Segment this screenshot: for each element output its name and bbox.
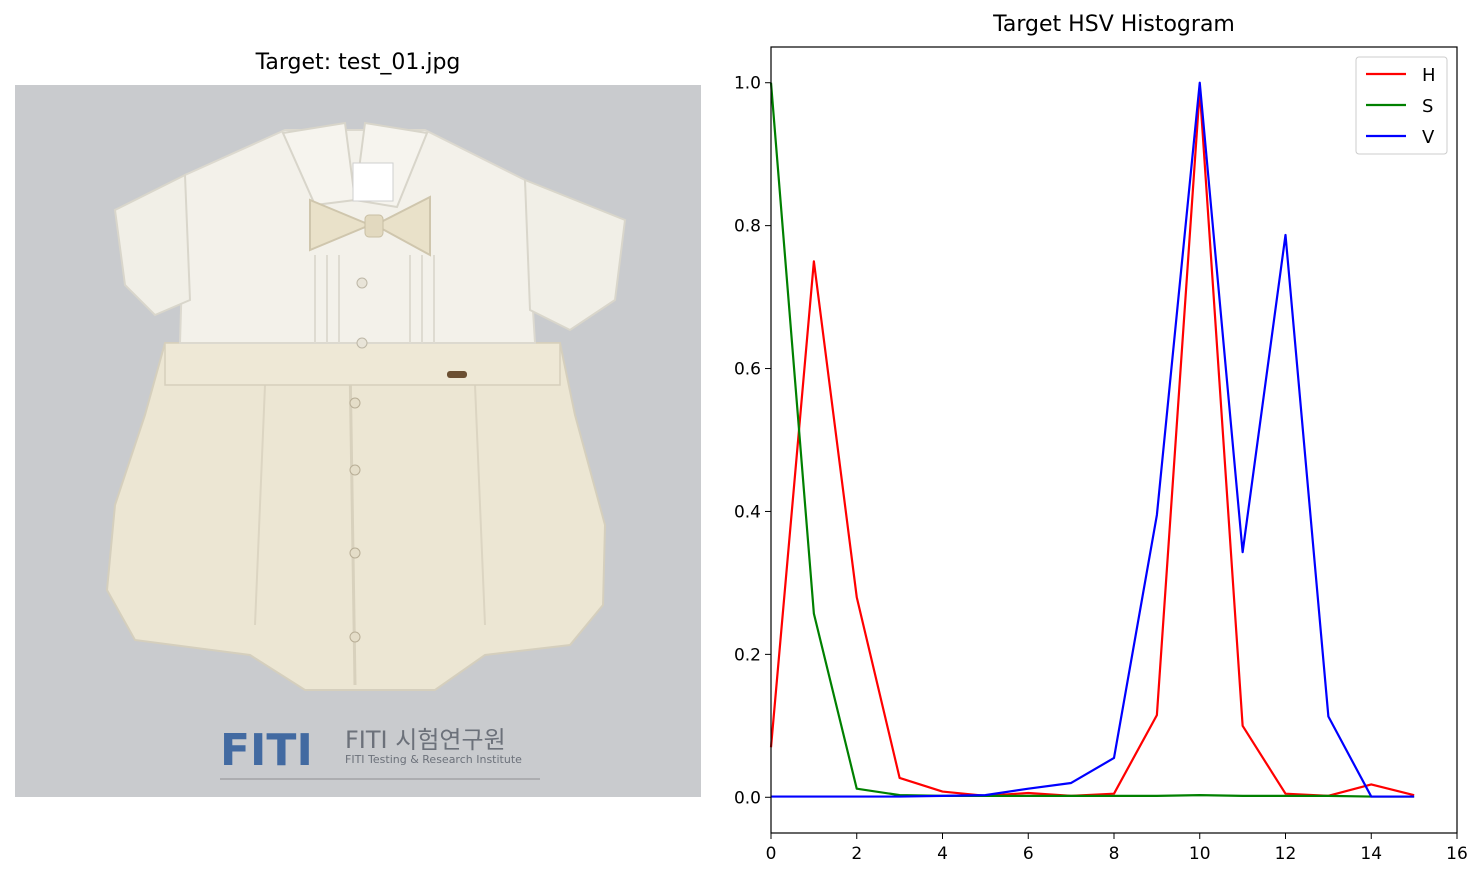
legend-label-H: H [1422, 65, 1436, 86]
x-tick-label: 14 [1360, 844, 1382, 864]
svg-text:FITI Testing & Research Instit: FITI Testing & Research Institute [345, 753, 522, 766]
svg-text:FITI: FITI [220, 725, 313, 776]
image-title: Target: test_01.jpg [255, 50, 461, 75]
x-tick-label: 0 [766, 844, 777, 864]
y-tick-label: 0.8 [734, 217, 761, 237]
x-tick-label: 2 [851, 844, 862, 864]
x-tick-label: 6 [1023, 844, 1034, 864]
fiti-watermark: FITI FITI 시험연구원 FITI Testing & Research … [220, 725, 540, 780]
series-line-V [771, 81, 1415, 798]
y-tick-label: 0.2 [734, 645, 761, 665]
chart-title: Target HSV Histogram [993, 12, 1235, 37]
legend-label-S: S [1422, 96, 1433, 117]
y-tick-label: 0.6 [734, 360, 761, 380]
x-tick-label: 4 [937, 844, 948, 864]
svg-text:FITI 시험연구원: FITI 시험연구원 [345, 726, 506, 754]
series-line-S [769, 82, 1415, 798]
y-tick-label: 1.0 [734, 74, 761, 94]
x-tick-label: 12 [1275, 844, 1297, 864]
x-tick-label: 16 [1446, 844, 1468, 864]
garment-photo: FITI FITI 시험연구원 FITI Testing & Research … [15, 85, 701, 797]
y-tick-label: 0.4 [734, 502, 761, 522]
plot-frame [770, 46, 1458, 834]
x-tick-label: 10 [1189, 844, 1211, 864]
series-line-H [769, 88, 1415, 797]
y-tick-label: 0.0 [734, 788, 761, 808]
x-tick-label: 8 [1109, 844, 1120, 864]
legend-label-V: V [1422, 127, 1435, 148]
garment-photo-drawing: FITI FITI 시험연구원 FITI Testing & Research … [15, 85, 701, 797]
